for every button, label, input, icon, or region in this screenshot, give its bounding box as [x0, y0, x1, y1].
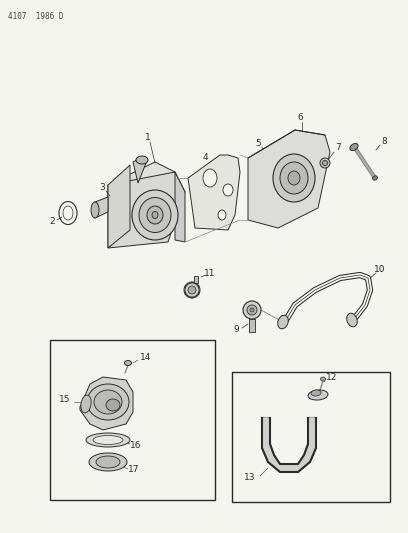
Text: 2: 2: [49, 217, 55, 227]
Text: 4: 4: [202, 152, 208, 161]
Ellipse shape: [89, 453, 127, 471]
Ellipse shape: [188, 286, 196, 294]
Polygon shape: [108, 172, 185, 248]
Text: 10: 10: [374, 265, 386, 274]
Polygon shape: [262, 418, 316, 472]
Ellipse shape: [280, 162, 308, 194]
Text: 12: 12: [326, 373, 338, 382]
Ellipse shape: [373, 176, 377, 180]
Text: 16: 16: [130, 440, 142, 449]
Polygon shape: [185, 282, 192, 290]
Text: 8: 8: [381, 138, 387, 147]
Text: 4107  1986 D: 4107 1986 D: [8, 12, 64, 21]
Ellipse shape: [132, 190, 178, 240]
Ellipse shape: [139, 198, 171, 232]
Polygon shape: [95, 197, 108, 218]
Ellipse shape: [185, 283, 199, 297]
Text: 17: 17: [128, 465, 140, 474]
Ellipse shape: [247, 305, 257, 315]
Text: 13: 13: [244, 473, 256, 482]
Polygon shape: [80, 377, 133, 430]
Polygon shape: [194, 276, 198, 283]
Text: 9: 9: [233, 326, 239, 335]
Polygon shape: [192, 290, 199, 298]
Ellipse shape: [96, 456, 120, 468]
Ellipse shape: [184, 282, 200, 298]
Text: 7: 7: [335, 143, 341, 152]
Ellipse shape: [311, 390, 321, 396]
Polygon shape: [185, 290, 192, 298]
Text: 15: 15: [59, 395, 71, 405]
Ellipse shape: [320, 158, 330, 168]
Text: 11: 11: [204, 270, 216, 279]
Text: 3: 3: [99, 183, 105, 192]
Ellipse shape: [243, 301, 261, 319]
Text: 1: 1: [145, 133, 151, 142]
Polygon shape: [248, 130, 330, 228]
Polygon shape: [133, 158, 146, 183]
Ellipse shape: [93, 435, 123, 445]
Ellipse shape: [59, 201, 77, 224]
Polygon shape: [108, 162, 175, 195]
Ellipse shape: [136, 156, 148, 164]
Text: 5: 5: [255, 139, 261, 148]
Text: 14: 14: [140, 353, 152, 362]
Ellipse shape: [86, 433, 130, 447]
Bar: [50, 340, 215, 500]
Ellipse shape: [308, 390, 328, 400]
Ellipse shape: [147, 206, 163, 224]
Polygon shape: [188, 155, 240, 230]
Ellipse shape: [124, 360, 131, 366]
Ellipse shape: [278, 315, 288, 329]
Polygon shape: [249, 319, 255, 332]
Ellipse shape: [152, 212, 158, 219]
Ellipse shape: [81, 395, 91, 413]
Ellipse shape: [350, 143, 358, 150]
Ellipse shape: [288, 171, 300, 185]
Ellipse shape: [94, 390, 122, 414]
Ellipse shape: [347, 313, 357, 327]
Ellipse shape: [322, 160, 328, 166]
Ellipse shape: [87, 384, 129, 420]
Bar: [232, 372, 390, 502]
Text: 6: 6: [297, 114, 303, 123]
Ellipse shape: [203, 169, 217, 187]
Ellipse shape: [91, 202, 99, 218]
Ellipse shape: [106, 399, 120, 411]
Polygon shape: [192, 286, 199, 294]
Ellipse shape: [321, 377, 326, 381]
Ellipse shape: [63, 206, 73, 220]
Polygon shape: [185, 286, 192, 294]
Polygon shape: [192, 282, 199, 290]
Ellipse shape: [218, 210, 226, 220]
Ellipse shape: [273, 154, 315, 202]
Polygon shape: [175, 172, 185, 242]
Ellipse shape: [223, 184, 233, 196]
Ellipse shape: [250, 308, 254, 312]
Polygon shape: [108, 165, 130, 248]
